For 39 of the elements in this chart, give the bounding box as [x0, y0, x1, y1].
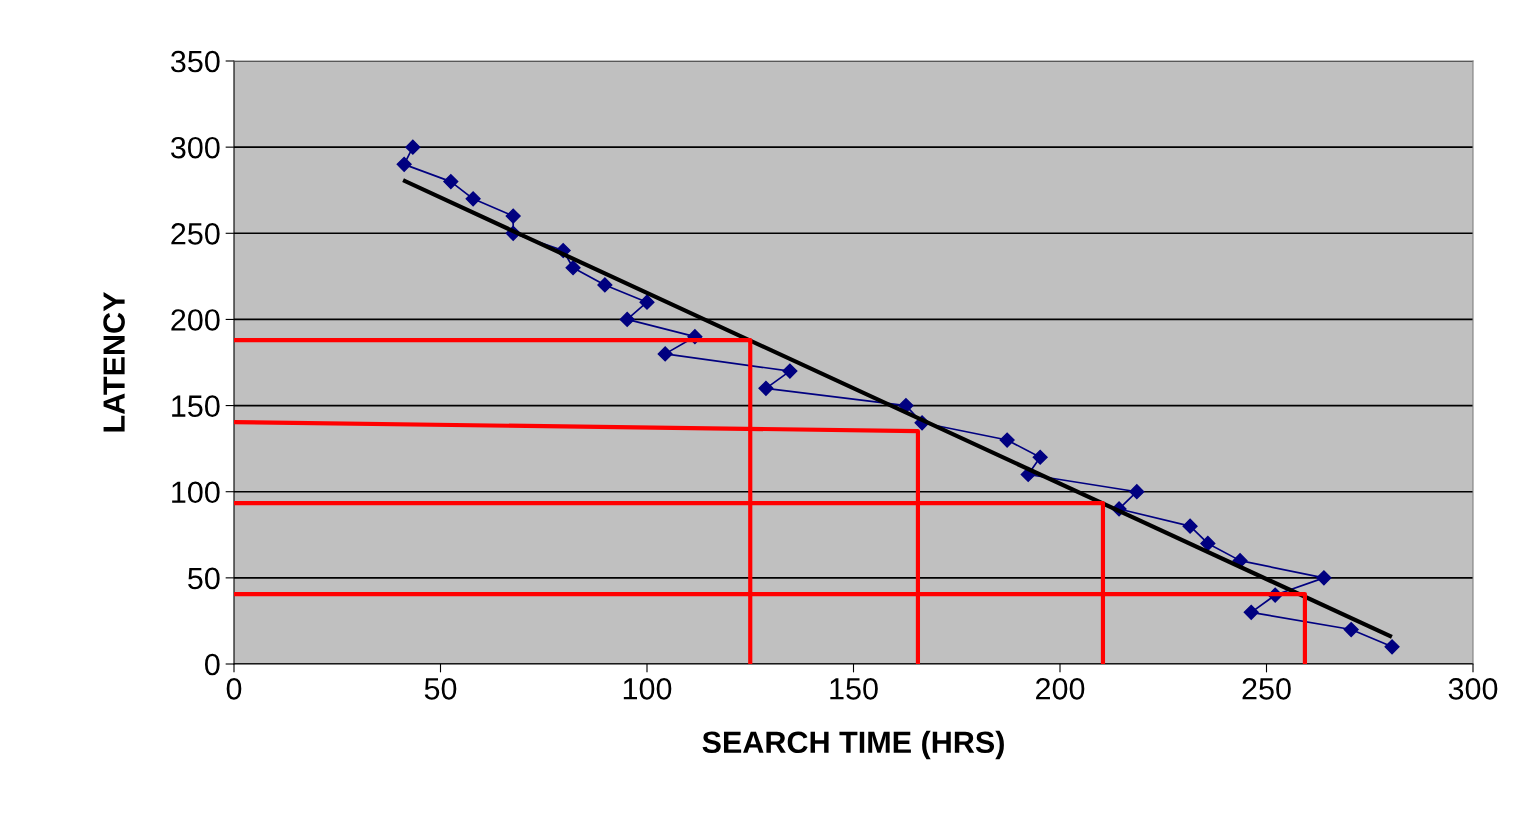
point — [1384, 639, 1400, 655]
y-tick-label: 50 — [188, 567, 220, 590]
point — [1343, 621, 1359, 638]
y-tick-label: 200 — [171, 309, 220, 331]
x-tick-label: 150 — [830, 678, 878, 700]
point — [1182, 518, 1198, 534]
point — [565, 260, 581, 276]
x-tick-label: 50 — [424, 678, 457, 700]
point — [396, 156, 412, 172]
point — [1243, 604, 1259, 620]
point — [465, 191, 481, 207]
x-axis-title: SEARCH TIME (HRS) — [702, 730, 1004, 760]
point — [619, 311, 635, 327]
y-tick-label: 300 — [171, 136, 220, 159]
point — [898, 398, 914, 414]
point — [1200, 535, 1216, 551]
point — [758, 380, 774, 396]
x-tick-label: 100 — [623, 678, 672, 700]
y-tick-label: 100 — [172, 481, 220, 504]
y-tick-label: 250 — [171, 223, 220, 245]
point — [999, 432, 1015, 448]
point — [657, 346, 673, 362]
x-tick-label: 200 — [1036, 678, 1085, 700]
point — [1316, 570, 1332, 586]
y-tick-label: 0 — [205, 653, 220, 676]
point — [639, 294, 655, 310]
y-axis-title: LATENCY — [103, 291, 125, 432]
point — [443, 174, 459, 190]
point — [405, 139, 421, 155]
y-tick-label: 350 — [171, 50, 220, 73]
point — [505, 208, 521, 224]
point — [1032, 449, 1048, 465]
point — [597, 277, 613, 293]
x-tick-label: 0 — [226, 678, 242, 700]
x-tick-label: 250 — [1242, 678, 1291, 700]
point — [1129, 484, 1145, 500]
x-tick-label: 300 — [1448, 678, 1498, 700]
point — [782, 363, 798, 379]
y-tick-label: 150 — [172, 395, 220, 417]
